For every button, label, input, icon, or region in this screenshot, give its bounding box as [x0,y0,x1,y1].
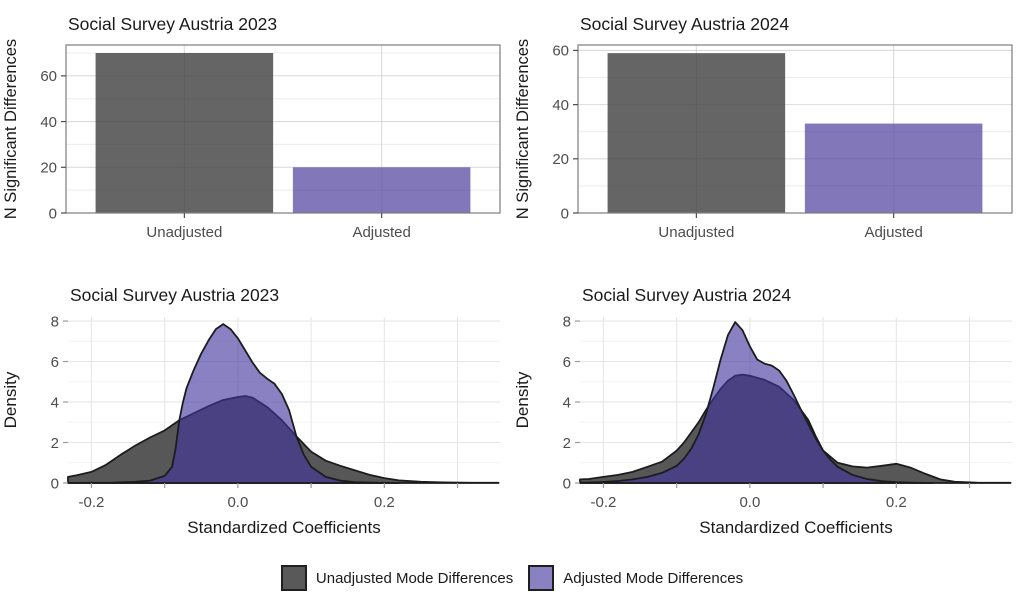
density-chart-2024: 0 2 4 6 8 -0.2 0.0 0.2 Social Survey Austria 202… [513,285,1012,537]
y-tick-label: 40 [552,97,569,114]
bar-chart-2024: 0 20 40 60 Unadjusted Adjusted Social Survey A… [514,14,1013,241]
bar-chart-2023: 0 20 40 60 Unadjusted Adjusted Social Survey A… [2,14,501,241]
bar-adjusted [292,167,471,213]
legend-swatch-adjusted [528,565,555,591]
density-chart-2023: 0 2 4 6 8 -0.2 0.0 0.2 Social Survey Austria 202… [1,285,500,537]
bar-adjusted [804,123,983,213]
y-tick-label: 4 [563,394,571,411]
density-area-adjusted [68,324,399,483]
panel-border [577,44,1013,214]
y-tick-label: 6 [51,354,59,371]
y-axis-label: N Significant Differences [2,39,20,219]
chart-title: Social Survey Austria 2023 [70,285,279,305]
y-tick-label: 6 [563,354,571,371]
y-tick-label: 20 [40,160,57,177]
x-tick-label: Adjusted [352,224,410,241]
density-outline-adjusted [67,323,400,484]
chart-title: Social Survey Austria 2024 [580,14,789,34]
x-tick-label: Unadjusted [146,224,222,241]
bar-unadjusted [95,53,274,213]
plot-area: 0 20 40 60 Unadjusted Adjusted Social Survey A… [514,14,1013,241]
x-axis-label: Standardized Coefficients [187,518,380,537]
x-tick-label: Adjusted [864,224,922,241]
y-tick-label: 8 [563,313,571,330]
legend: Unadjusted Mode Differences Adjusted Mod… [0,560,1024,596]
plot-area: 0 2 4 6 8 -0.2 0.0 0.2 Social Survey Austria 202… [513,285,1012,537]
x-tick-label: 0.2 [374,494,395,511]
plot-area: 0 20 40 60 Unadjusted Adjusted Social Survey A… [2,14,501,241]
y-tick-label: 8 [51,313,59,330]
y-tick-label: 0 [49,205,57,222]
density-area-adjusted [580,322,933,483]
y-tick-label: 0 [561,205,569,222]
plot-area: 0 2 4 6 8 -0.2 0.0 0.2 Social Survey Austria 202… [1,285,500,537]
y-axis-label: Density [513,371,532,428]
x-tick-label: -0.2 [79,494,105,511]
y-tick-label: 0 [51,475,59,492]
x-tick-label: 0.2 [886,494,907,511]
x-tick-label: 0.0 [227,494,248,511]
panel-border [65,44,501,214]
y-axis-label: Density [1,371,20,428]
y-tick-label: 2 [51,435,59,452]
chart-title: Social Survey Austria 2024 [582,285,791,305]
y-tick-label: 0 [563,475,571,492]
bar-unadjusted [607,53,786,214]
y-tick-label: 40 [40,114,57,131]
x-tick-label: 0.0 [739,494,760,511]
legend-label-adjusted: Adjusted Mode Differences [563,569,744,587]
x-tick-label: Unadjusted [658,224,734,241]
legend-item-adjusted: Adjusted Mode Differences [528,565,743,591]
legend-item-unadjusted: Unadjusted Mode Differences [280,565,514,591]
y-tick-label: 60 [552,43,569,60]
legend-label-unadjusted: Unadjusted Mode Differences [315,569,514,587]
chart-title: Social Survey Austria 2023 [68,14,277,34]
y-tick-label: 20 [552,151,569,168]
legend-swatch-unadjusted [280,565,307,591]
x-axis-label: Standardized Coefficients [699,518,892,537]
y-tick-label: 2 [563,435,571,452]
x-tick-label: -0.2 [591,494,617,511]
y-axis-label: N Significant Differences [514,39,532,219]
y-tick-label: 60 [40,68,57,85]
density-outline-adjusted [579,321,934,484]
y-tick-label: 4 [51,394,59,411]
